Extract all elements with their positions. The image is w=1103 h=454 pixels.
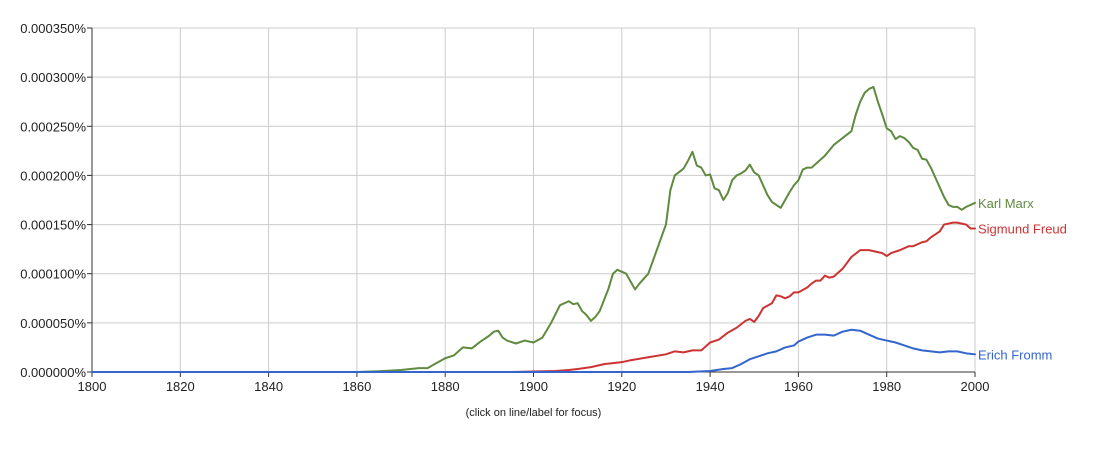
series-label-karl-marx[interactable]: Karl Marx (978, 196, 1034, 211)
y-tick-label: 0.000250% (20, 119, 86, 134)
series-line-karl-marx[interactable] (91, 85, 976, 373)
y-tick-label: 0.000300% (20, 70, 86, 85)
x-tick-label: 1900 (519, 379, 548, 394)
x-tick-label: 1820 (166, 379, 195, 394)
y-tick-label: 0.000350% (20, 21, 86, 36)
y-tick-label: 0.000000% (20, 365, 86, 380)
focus-hint-note: (click on line/label for focus) (466, 407, 602, 419)
x-tick-label: 1920 (607, 379, 636, 394)
x-tick-label: 2000 (961, 379, 990, 394)
grid (92, 27, 976, 372)
series-label-sigmund-freud[interactable]: Sigmund Freud (978, 222, 1067, 237)
series-labels[interactable]: Karl Marx Sigmund Freud Erich Fromm (978, 196, 1067, 362)
x-tick-label: 1940 (696, 379, 725, 394)
series-label-erich-fromm[interactable]: Erich Fromm (978, 347, 1052, 362)
series-lines[interactable] (91, 85, 976, 373)
y-tick-label: 0.000200% (20, 168, 86, 183)
y-tick-label: 0.000100% (20, 267, 86, 282)
axes: 1800 1820 1840 1860 1880 1900 1920 1940 1960 1980… (20, 21, 989, 394)
x-tick-label: 1800 (78, 379, 107, 394)
y-tick-label: 0.000050% (20, 316, 86, 331)
series-line-erich-fromm[interactable] (91, 328, 976, 373)
x-tick-label: 1860 (342, 379, 371, 394)
x-tick-label: 1980 (872, 379, 901, 394)
x-tick-label: 1840 (254, 379, 283, 394)
x-tick-label: 1880 (431, 379, 460, 394)
y-tick-label: 0.000150% (20, 218, 86, 233)
x-tick-label: 1960 (784, 379, 813, 394)
series-line-sigmund-freud[interactable] (91, 221, 976, 373)
